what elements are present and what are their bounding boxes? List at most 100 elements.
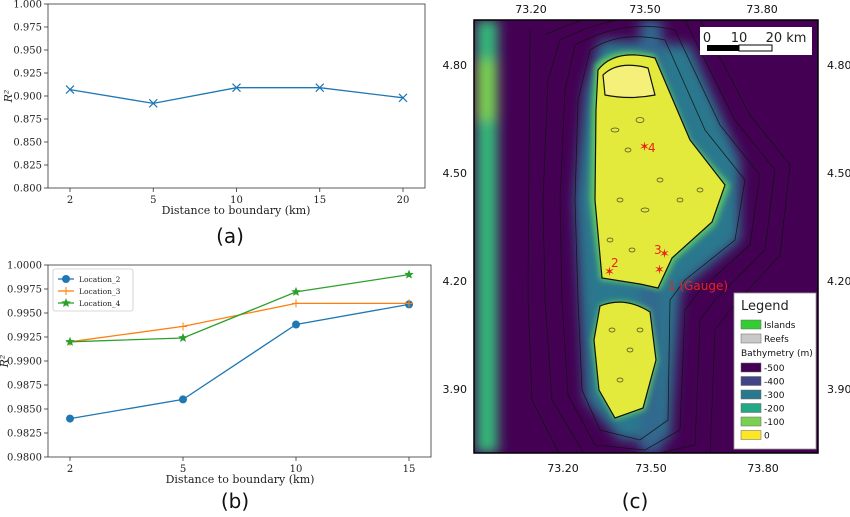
scale-label: 20 km bbox=[766, 31, 807, 46]
b-point bbox=[292, 321, 300, 329]
gauge-label-3: 3 bbox=[654, 243, 662, 257]
map-lon-ticks-top: 73.20 73.50 73.80 bbox=[515, 3, 778, 16]
b-x-label: Distance to boundary (km) bbox=[166, 473, 315, 486]
a-y-tick-label: 0.825 bbox=[13, 161, 42, 172]
bathymetry-swatch bbox=[741, 377, 761, 386]
bathymetry-label: -500 bbox=[764, 364, 785, 374]
map-lon-ticks-bottom: 73.20 73.50 73.80 bbox=[547, 462, 779, 475]
b-x-tick-label: 15 bbox=[403, 464, 416, 475]
caption-c: (c) bbox=[622, 489, 649, 513]
bathymetry-swatch bbox=[741, 417, 761, 426]
b-legend-marker bbox=[62, 275, 70, 283]
a-x-tick-label: 2 bbox=[67, 195, 73, 206]
caption-b: (b) bbox=[221, 489, 249, 513]
a-plot-frame bbox=[48, 4, 425, 188]
lon-tick-top: 73.20 bbox=[515, 3, 547, 16]
b-legend-label: Location_3 bbox=[79, 287, 121, 296]
b-point bbox=[66, 415, 74, 423]
b-legend-label: Location_2 bbox=[79, 275, 121, 284]
b-y-axis: 0.9800 0.9825 0.9850 0.9875 0.9900 0.9925 0.99… bbox=[7, 261, 48, 464]
a-y-tick-label: 0.950 bbox=[13, 46, 42, 57]
b-y-tick-label: 0.9900 bbox=[7, 357, 42, 368]
bathymetry-label: -100 bbox=[764, 418, 785, 428]
a-y-tick-label: 0.800 bbox=[13, 184, 42, 195]
islands-swatch bbox=[741, 320, 761, 329]
bathymetry-title: Bathymetry (m) bbox=[741, 349, 813, 359]
b-y-tick-label: 0.9800 bbox=[7, 453, 42, 464]
bathymetry-label: -200 bbox=[764, 405, 785, 415]
map-panel: 73.20 73.50 73.80 73.20 73.50 73.80 4.80… bbox=[443, 3, 850, 513]
b-y-tick-label: 0.9925 bbox=[7, 333, 42, 344]
b-y-tick-label: 0.9825 bbox=[7, 429, 42, 440]
scale-label: 10 bbox=[731, 31, 748, 46]
lat-tick-right: 3.90 bbox=[827, 383, 850, 396]
b-point bbox=[291, 287, 301, 296]
b-point bbox=[178, 333, 188, 342]
gauge-label-1: 1 (Gauge) bbox=[668, 279, 728, 293]
chart-a: 0.800 0.825 0.850 0.875 0.900 0.925 0.950 0.975… bbox=[2, 0, 425, 248]
a-series-layer bbox=[66, 84, 407, 108]
b-y-tick-label: 1.0000 bbox=[7, 261, 42, 272]
b-y-tick-label: 0.9850 bbox=[7, 405, 42, 416]
bathymetry-swatch bbox=[741, 363, 761, 372]
a-series-line-0 bbox=[70, 88, 403, 104]
lon-tick-bottom: 73.80 bbox=[747, 462, 779, 475]
a-y-tick-label: 0.975 bbox=[13, 23, 42, 34]
b-legend-label: Location_4 bbox=[79, 299, 121, 308]
b-y-label: R² bbox=[0, 355, 11, 369]
bathymetry-swatch bbox=[741, 404, 761, 413]
scale-bar: 0 10 20 km bbox=[700, 27, 812, 55]
a-x-tick-label: 15 bbox=[313, 195, 326, 206]
gauge-star: ✶ bbox=[654, 263, 665, 278]
b-point bbox=[179, 395, 187, 403]
a-y-tick-label: 0.875 bbox=[13, 115, 42, 126]
a-x-label: Distance to boundary (km) bbox=[162, 204, 311, 217]
lat-tick-left: 3.90 bbox=[443, 383, 468, 396]
b-legend: Location_2 Location_3 Location_4 bbox=[53, 269, 133, 311]
b-point bbox=[179, 322, 187, 330]
lat-tick-left: 4.50 bbox=[443, 167, 468, 180]
b-x-tick-label: 2 bbox=[67, 464, 73, 475]
bathymetry-label: -400 bbox=[764, 378, 785, 388]
bathymetry-label: 0 bbox=[764, 432, 770, 442]
lat-tick-right: 4.20 bbox=[827, 275, 850, 288]
lat-tick-right: 4.80 bbox=[827, 59, 850, 72]
gauge-label-4: 4 bbox=[648, 141, 656, 155]
lat-tick-left: 4.80 bbox=[443, 59, 468, 72]
map-legend-title: Legend bbox=[741, 299, 789, 314]
a-y-tick-label: 0.900 bbox=[13, 92, 42, 103]
b-y-tick-label: 0.9975 bbox=[7, 285, 42, 296]
lat-tick-left: 4.20 bbox=[443, 275, 468, 288]
legend-islands-label: Islands bbox=[764, 321, 796, 331]
bathymetry-swatch bbox=[741, 390, 761, 399]
lat-tick-right: 4.50 bbox=[827, 167, 850, 180]
b-point bbox=[404, 270, 414, 279]
a-y-tick-label: 1.000 bbox=[13, 0, 42, 11]
lon-tick-bottom: 73.50 bbox=[635, 462, 667, 475]
a-y-tick-label: 0.925 bbox=[13, 69, 42, 80]
bathymetry-swatch bbox=[741, 431, 761, 440]
b-series-line-0 bbox=[70, 304, 409, 418]
a-y-axis: 0.800 0.825 0.850 0.875 0.900 0.925 0.950 0.975… bbox=[13, 0, 48, 195]
lon-tick-top: 73.50 bbox=[629, 3, 661, 16]
b-y-tick-label: 0.9950 bbox=[7, 309, 42, 320]
a-x-tick-label: 20 bbox=[397, 195, 410, 206]
chart-b: 0.9800 0.9825 0.9850 0.9875 0.9900 0.9925 0.99… bbox=[0, 261, 431, 514]
gauge-label-2: 2 bbox=[611, 256, 619, 270]
lon-tick-top: 73.80 bbox=[746, 3, 778, 16]
map-legend: Legend Islands Reefs Bathymetry (m) -500… bbox=[734, 293, 816, 449]
lon-tick-bottom: 73.20 bbox=[547, 462, 579, 475]
map-lat-ticks-left: 4.80 4.50 4.20 3.90 bbox=[443, 59, 468, 396]
scale-label: 0 bbox=[703, 31, 711, 46]
a-y-label: R² bbox=[2, 90, 15, 104]
a-y-tick-label: 0.850 bbox=[13, 138, 42, 149]
legend-reefs-label: Reefs bbox=[764, 335, 789, 345]
caption-a: (a) bbox=[216, 224, 244, 248]
bathymetry-label: -300 bbox=[764, 391, 785, 401]
a-x-tick-label: 5 bbox=[150, 195, 156, 206]
map-lat-ticks-right: 4.80 4.50 4.20 3.90 bbox=[827, 59, 850, 396]
b-point bbox=[292, 299, 300, 307]
reefs-swatch bbox=[741, 334, 761, 343]
b-y-tick-label: 0.9875 bbox=[7, 381, 42, 392]
